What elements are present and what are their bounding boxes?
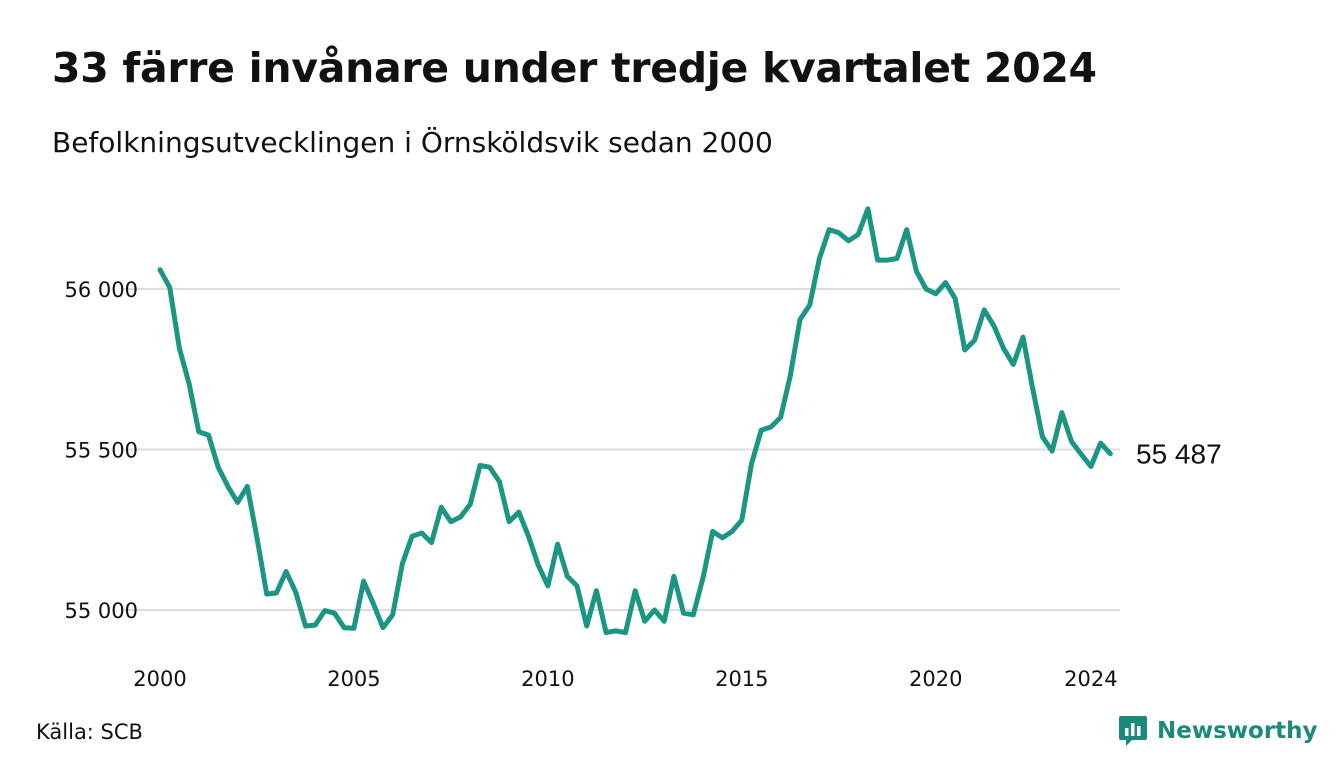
x-tick-label: 2015: [715, 667, 768, 691]
brand-name: Newsworthy: [1157, 718, 1318, 744]
chart-title: 33 färre invånare under tredje kvartalet…: [52, 44, 1097, 92]
x-tick-label: 2010: [521, 667, 574, 691]
last-value-label: 55 487: [1136, 439, 1222, 470]
y-tick-label: 55 000: [65, 599, 138, 623]
x-tick-label: 2020: [909, 667, 962, 691]
data-label-layer: 55 487: [1136, 439, 1222, 470]
series-line-0: [157, 206, 1113, 635]
brand-logo: Newsworthy: [1118, 713, 1318, 749]
x-tick-label: 2024: [1064, 667, 1117, 691]
y-tick-label: 56 000: [65, 278, 138, 302]
x-axis-tick-labels: 2000 2005 2010 2015 2020 2024: [133, 667, 1117, 691]
newsworthy-logo-icon: [1119, 716, 1147, 746]
y-axis-tick-labels: 55 000 55 500 56 000: [65, 278, 138, 623]
grid-lines: [122, 288, 1120, 611]
source-note: Källa: SCB: [36, 720, 143, 744]
x-tick-label: 2005: [327, 667, 380, 691]
series-layer: [157, 206, 1113, 635]
x-tick-label: 2000: [133, 667, 186, 691]
chart-subtitle: Befolkningsutvecklingen i Örnsköldsvik s…: [52, 126, 773, 159]
y-tick-label: 55 500: [65, 439, 138, 463]
